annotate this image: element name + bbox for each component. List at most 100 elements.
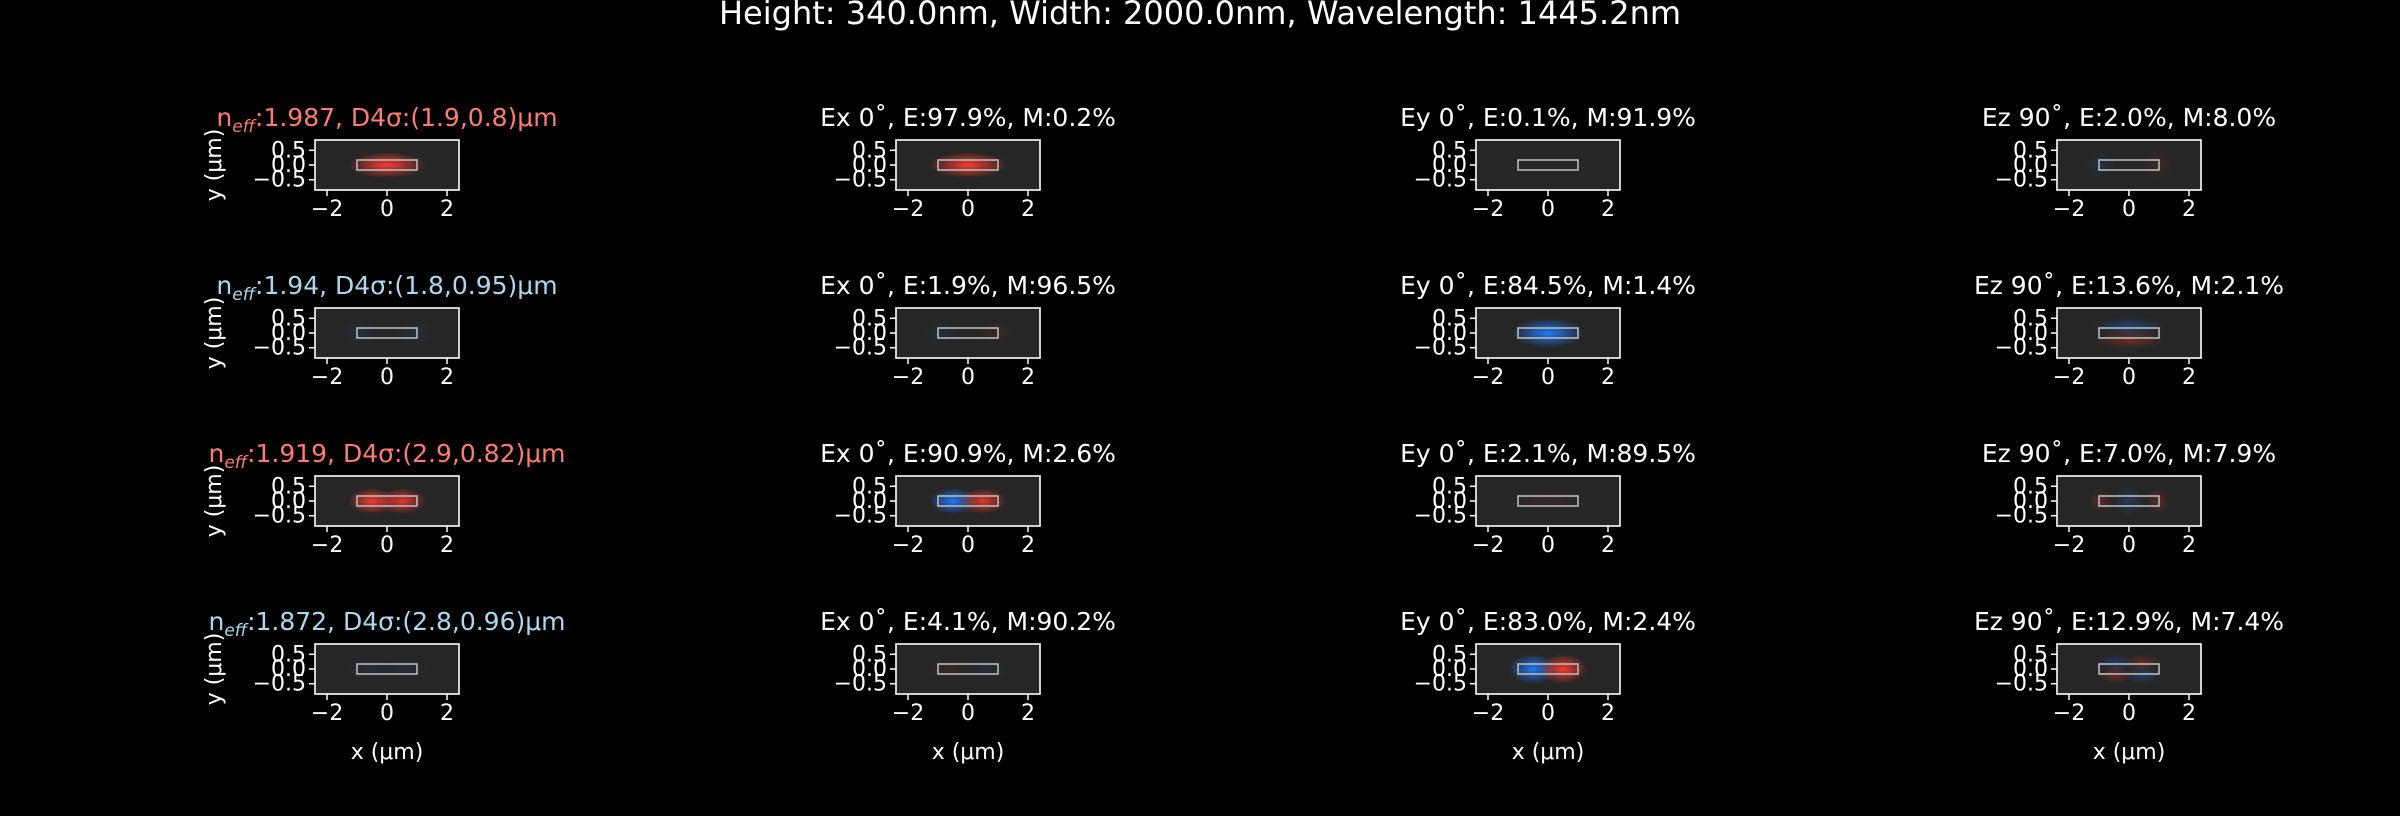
x-tick-label: 2 bbox=[2182, 701, 2196, 726]
y-tick-label: 0.5 bbox=[271, 306, 306, 331]
field-map bbox=[1512, 318, 1584, 348]
y-tick-label: 0.5 bbox=[852, 642, 887, 667]
y-axis-label: y (μm) bbox=[202, 129, 227, 202]
x-axis-label: x (μm) bbox=[932, 740, 1005, 765]
y-tick-label: 0.0 bbox=[1432, 321, 1467, 346]
y-tick-label: 0.0 bbox=[271, 321, 306, 346]
y-tick-label: −0.5 bbox=[834, 336, 887, 361]
field-map bbox=[348, 488, 426, 514]
x-tick-label: 0 bbox=[1541, 701, 1555, 726]
x-tick-label: −2 bbox=[892, 533, 924, 558]
x-tick-label: −2 bbox=[311, 365, 343, 390]
waveguide-outline bbox=[356, 159, 418, 171]
field-lobe bbox=[2093, 317, 2165, 336]
y-tick-label: −0.5 bbox=[1414, 168, 1467, 193]
x-tick-label: 0 bbox=[380, 197, 394, 222]
x-axis-label: x (μm) bbox=[2093, 740, 2166, 765]
y-tick-label: 0.5 bbox=[1432, 642, 1467, 667]
waveguide-outline bbox=[1517, 495, 1579, 507]
field-lobe bbox=[348, 152, 426, 178]
x-tick-label: 0 bbox=[2122, 365, 2136, 390]
y-tick-label: −0.5 bbox=[1414, 504, 1467, 529]
y-tick-label: 0.0 bbox=[2013, 657, 2048, 682]
field-panel-title: Ex 0˚, E:4.1%, M:90.2% bbox=[820, 607, 1116, 636]
waveguide-outline bbox=[2098, 663, 2160, 675]
mode-panel: Ez 90˚, E:13.6%, M:2.1% −2 0 2 0.50.0−0.5 bbox=[1974, 271, 2284, 390]
field-map bbox=[342, 320, 432, 346]
x-tick-label: 2 bbox=[1601, 701, 1615, 726]
field-panel-title: Ez 90˚, E:12.9%, M:7.4% bbox=[1974, 607, 2284, 636]
field-lobe bbox=[962, 657, 1010, 681]
y-tick-label: 0.5 bbox=[852, 474, 887, 499]
field-panel-title: Ez 90˚, E:2.0%, M:8.0% bbox=[1982, 103, 2276, 132]
x-tick-label: 0 bbox=[961, 533, 975, 558]
field-panel-title: Ex 0˚, E:90.9%, M:2.6% bbox=[820, 439, 1116, 468]
field-map bbox=[923, 320, 1013, 346]
mode-panel: Ez 90˚, E:2.0%, M:8.0% −2 0 2 0.50.0−0.5 bbox=[1982, 103, 2276, 222]
x-tick-label: −2 bbox=[1472, 701, 1504, 726]
axes-face bbox=[2057, 644, 2201, 694]
x-tick-label: 0 bbox=[1541, 533, 1555, 558]
x-tick-label: −2 bbox=[1472, 533, 1504, 558]
waveguide-outline bbox=[2098, 159, 2160, 171]
x-tick-label: 0 bbox=[380, 533, 394, 558]
mode-panel: neff:1.987, D4σ:(1.9,0.8)μm −2 0 2 0.50.0−0.… bbox=[202, 103, 558, 222]
y-axis-label: y (μm) bbox=[202, 633, 227, 706]
field-lobe bbox=[2142, 150, 2173, 180]
field-panel-title: Ey 0˚, E:0.1%, M:91.9% bbox=[1400, 103, 1696, 132]
y-tick-label: −0.5 bbox=[253, 336, 306, 361]
x-tick-label: 0 bbox=[2122, 701, 2136, 726]
y-tick-label: −0.5 bbox=[253, 168, 306, 193]
x-tick-label: 2 bbox=[2182, 365, 2196, 390]
x-tick-label: 0 bbox=[1541, 197, 1555, 222]
field-lobe bbox=[342, 320, 378, 346]
waveguide-outline bbox=[1517, 159, 1579, 171]
x-tick-label: −2 bbox=[1472, 197, 1504, 222]
axes-face bbox=[315, 308, 459, 358]
y-tick-label: 0.5 bbox=[852, 306, 887, 331]
x-tick-label: 2 bbox=[1601, 365, 1615, 390]
y-tick-label: 0.0 bbox=[852, 321, 887, 346]
y-tick-label: −0.5 bbox=[1414, 336, 1467, 361]
mode-panel: Ey 0˚, E:2.1%, M:89.5% −2 0 2 0.50.0−0.5 bbox=[1400, 439, 1696, 558]
x-tick-label: 2 bbox=[1021, 701, 1035, 726]
field-panel-title: Ez 90˚, E:7.0%, M:7.9% bbox=[1982, 439, 2276, 468]
field-map bbox=[929, 488, 1007, 514]
field-lobe bbox=[1512, 318, 1584, 348]
x-tick-label: 0 bbox=[1541, 365, 1555, 390]
x-tick-label: −2 bbox=[892, 365, 924, 390]
y-tick-label: 0.0 bbox=[2013, 321, 2048, 346]
y-tick-label: −0.5 bbox=[1414, 672, 1467, 697]
waveguide-outline bbox=[937, 327, 999, 339]
field-lobe bbox=[929, 152, 1007, 178]
y-tick-label: −0.5 bbox=[834, 504, 887, 529]
field-lobe bbox=[2124, 666, 2161, 684]
y-tick-label: 0.5 bbox=[271, 474, 306, 499]
y-tick-label: 0.5 bbox=[2013, 306, 2048, 331]
x-tick-label: −2 bbox=[892, 197, 924, 222]
y-tick-label: 0.5 bbox=[1432, 474, 1467, 499]
x-tick-label: −2 bbox=[311, 533, 343, 558]
waveguide-outline bbox=[2098, 327, 2160, 339]
mode-panel: neff:1.919, D4σ:(2.9,0.82)μm −2 0 2 0.50.0−0… bbox=[202, 439, 566, 558]
y-tick-label: 0.5 bbox=[852, 138, 887, 163]
mode-panel: Ex 0˚, E:4.1%, M:90.2% −2 0 2 0.50.0−0.5 x (μ… bbox=[820, 607, 1116, 765]
mode-panel: Ex 0˚, E:1.9%, M:96.5% −2 0 2 0.50.0−0.5 bbox=[820, 271, 1116, 390]
field-lobe bbox=[923, 320, 959, 346]
field-panel-title: Ez 90˚, E:13.6%, M:2.1% bbox=[1974, 271, 2284, 300]
y-tick-label: −0.5 bbox=[1995, 672, 2048, 697]
x-tick-label: 0 bbox=[2122, 197, 2136, 222]
x-tick-label: −2 bbox=[2053, 533, 2085, 558]
field-lobe bbox=[977, 320, 1013, 346]
y-tick-label: −0.5 bbox=[1995, 168, 2048, 193]
figure-suptitle: Height: 340.0nm, Width: 2000.0nm, Wavele… bbox=[719, 0, 1681, 32]
x-tick-label: −2 bbox=[2053, 197, 2085, 222]
y-tick-label: 0.0 bbox=[852, 657, 887, 682]
field-map bbox=[2085, 150, 2173, 180]
y-tick-label: 0.5 bbox=[271, 642, 306, 667]
field-lobe bbox=[345, 657, 393, 681]
x-tick-label: 2 bbox=[440, 533, 454, 558]
mode-panel: Ey 0˚, E:0.1%, M:91.9% −2 0 2 0.50.0−0.5 bbox=[1400, 103, 1696, 222]
x-tick-label: −2 bbox=[311, 701, 343, 726]
